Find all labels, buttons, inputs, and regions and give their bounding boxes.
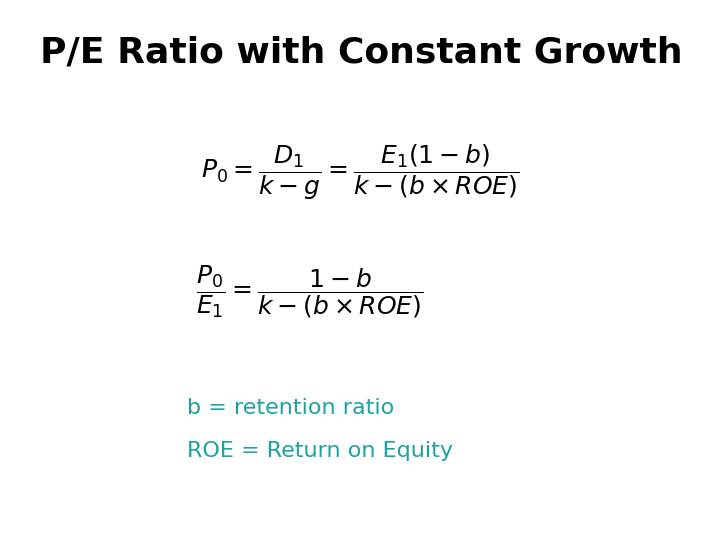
Text: ROE = Return on Equity: ROE = Return on Equity [187,441,453,461]
Text: P/E Ratio with Constant Growth: P/E Ratio with Constant Growth [40,35,683,69]
Text: $\dfrac{P_0}{E_1} = \dfrac{1-b}{k-(b \times ROE)}$: $\dfrac{P_0}{E_1} = \dfrac{1-b}{k-(b \ti… [196,264,423,320]
Text: b = retention ratio: b = retention ratio [187,397,395,418]
Text: $P_0 = \dfrac{D_1}{k-g} = \dfrac{E_1(1-b)}{k-(b \times ROE)}$: $P_0 = \dfrac{D_1}{k-g} = \dfrac{E_1(1-b… [201,143,519,202]
